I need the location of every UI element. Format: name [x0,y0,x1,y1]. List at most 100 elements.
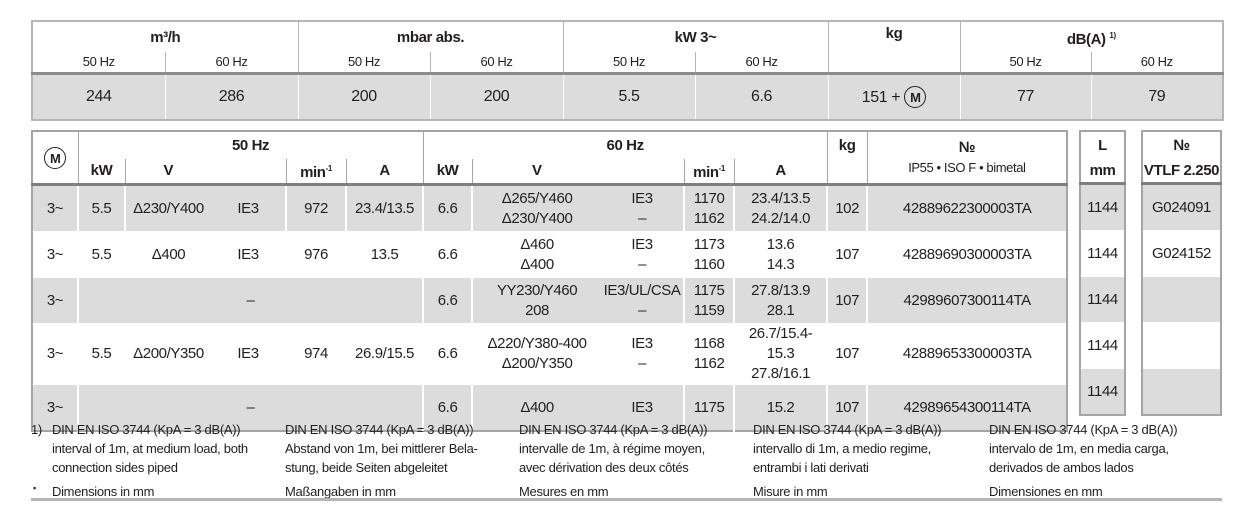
footnote-mark: 1) [1109,31,1116,40]
power-60: 6.6 [694,72,829,120]
weight: 102 [826,184,868,232]
weight: 107 [826,323,868,385]
header-power: kW 3~ [562,21,829,52]
speed-60: 1170 1162 [683,184,735,232]
min-exp: -1 [718,164,726,173]
footnote-line: DIN EN ISO 3744 (KpA = 3 dB(A)) [753,422,942,437]
speed-60: 1168 1162 [683,323,735,385]
voltage-60-line: Δ230/Y400 [501,209,573,227]
footnote-line: Abstand von 1m, bei mittlerer Bela- [285,441,478,456]
current-60: 27.8/13.9 28.1 [733,277,828,324]
header-min-60: min-1 [683,159,735,186]
length-value: 1144 [1080,322,1125,369]
phase: 3~ [32,384,78,431]
header-noise: dB(A) 1) [959,21,1224,52]
efficiency-60-line: IE3 [631,235,653,253]
efficiency-60-line: – [638,301,647,319]
motor-symbol-icon: M [904,86,927,108]
motor-table: M 50 Hz 60 Hz kg № IP55 • ISO F • bimetal… [31,130,1069,432]
noise-50: 77 [959,72,1092,120]
efficiency-60: IE3 – [601,231,685,278]
noise-label: dB(A) [1066,31,1106,48]
voltage-60: Δ460 Δ400 [471,231,602,278]
voltage-60-line: Δ400 [520,398,554,416]
current-50: 26.9/15.5 [344,323,424,385]
table-row: 1144 [1080,183,1125,231]
voltage-60: Δ400 [471,384,602,431]
header-min-50: min-1 [285,159,346,186]
efficiency-60: IE3/UL/CSA – [601,277,685,324]
header-a-60: A [733,159,828,186]
table-row: 1144 [1080,276,1125,323]
footnote-line: avec dérivation des deux côtés [519,460,689,475]
filter-part-number: G024091 [1142,183,1221,231]
length-value: 1144 [1080,368,1125,415]
header-weight: kg [827,21,961,74]
speed-50: 974 [285,323,346,385]
speed-60: 1175 [683,384,735,431]
dimensions-note: Maßangaben in mm [285,484,396,499]
footnote-line: DIN EN ISO 3744 (KpA = 3 dB(A)) [52,422,241,437]
header-part-number: № IP55 • ISO F • bimetal [866,131,1068,186]
part-number: 42889690300003TA [866,231,1068,278]
sub-50hz: 50 Hz [959,52,1092,74]
table-row: 3~ 5.5 Δ400 IE3 976 13.5 6.6 Δ460 Δ400 IE3–1173 11… [32,231,1068,278]
speed-50: 976 [285,231,346,278]
header-kw-50: kW [77,159,125,186]
footnote-line: intervallo di 1m, a medio regime, [753,441,931,456]
efficiency-60: IE3 [601,384,685,431]
voltage-60-line: Δ200/Y350 [501,355,573,372]
speed-60-line: 1159 [693,301,725,319]
not-available-50hz: – [76,277,424,324]
part-number: 42989654300114TA [866,384,1068,431]
header-l: L [1098,136,1107,154]
table-row: 3~ –6.6 YY230/Y460 208 IE3/UL/CSA –1175 1159 27… [32,277,1068,324]
current-60: 15.2 [733,384,828,431]
header-kg: kg [826,131,868,186]
header-kw-60: kW [422,159,473,186]
summary-table: m³/h mbar abs. kW 3~ kg dB(A) 1) 50 Hz 6… [31,20,1225,121]
header-60hz: 60 Hz [422,131,828,159]
current-60: 13.6 14.3 [733,231,828,278]
pressure-50: 200 [297,72,431,120]
footnote-line: intervalle de 1m, à régime moyen, [519,441,705,456]
current-60-line: 14.3 [766,255,795,273]
footnote-marker: 1) [31,422,42,437]
part-number-sub: IP55 • ISO F • bimetal [908,159,1026,175]
speed-60-line: 1162 [693,355,725,372]
voltage-50: Δ230/Y400 [124,184,211,232]
footnote-line: intervalo de 1m, en media carga, [989,441,1169,456]
part-number-label: № [958,138,976,156]
kw-60: 6.6 [422,184,473,232]
header-ie-60 [601,159,685,186]
table-row: G024091 [1142,183,1221,231]
bottom-rule [31,498,1222,501]
power-50: 5.5 [562,72,696,120]
length-value: 1144 [1080,230,1125,277]
length-table: L mm 1144 1144 1144 1144 1144 [1079,130,1126,416]
sub-60hz: 60 Hz [429,52,564,74]
filter-part-number [1142,368,1221,415]
table-row: 3~ 5.5 Δ200/Y350 IE3 974 26.9/15.5 6.6 Δ220/Y38… [32,323,1068,385]
footnote-column: DIN EN ISO 3744 (KpA = 3 dB(A)) Abstand v… [285,420,478,501]
efficiency-50: IE3 [211,323,286,385]
length-value: 1144 [1080,183,1125,231]
dimensions-note: Mesures en mm [519,484,609,499]
speed-60: 1173 1160 [683,231,735,278]
dimensions-note: Misure in mm [753,484,828,499]
table-row [1142,276,1221,323]
header-ie-50 [211,159,286,186]
header-v-60: V [471,159,602,186]
min-label: min [300,164,326,181]
current-60-line: 24.2/14.0 [751,209,811,227]
header-filter-sub: VTLF 2.250 [1142,159,1221,185]
efficiency-60-line: – [638,209,647,227]
efficiency-60: IE3 – [601,184,685,232]
voltage-60-line: 208 [525,301,549,319]
efficiency-60-line: IE3 [631,189,653,207]
voltage-60-line: YY230/Y460 [496,281,578,299]
footnote-line: connection sides piped [52,460,178,475]
efficiency-50: IE3 [211,184,286,232]
speed-50: 972 [285,184,346,232]
efficiency-50: IE3 [211,231,286,278]
